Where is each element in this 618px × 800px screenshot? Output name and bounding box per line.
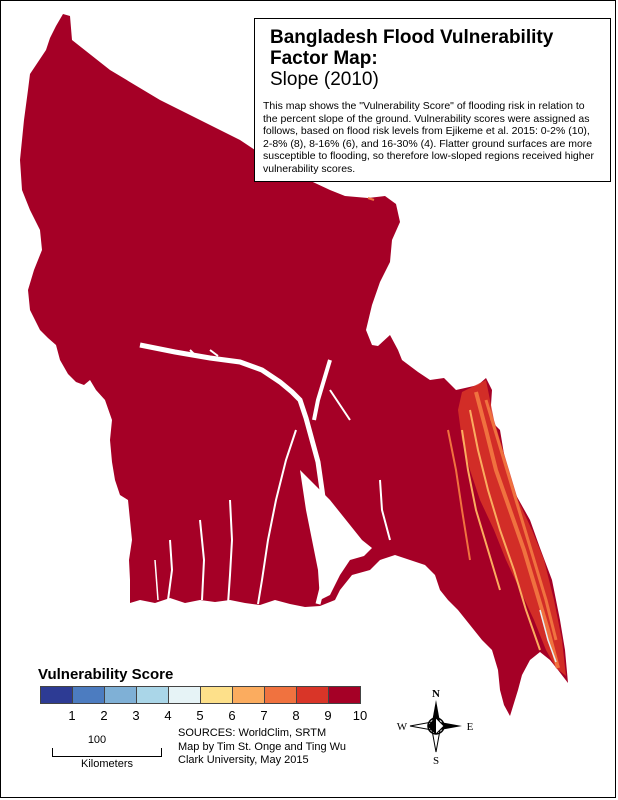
- legend-swatch-4: [136, 686, 169, 704]
- map-description: This map shows the "Vulnerability Score"…: [263, 100, 594, 175]
- legend-label-6: 6: [228, 708, 236, 723]
- scale-unit: Kilometers: [81, 758, 133, 770]
- compass-e: E: [467, 721, 474, 733]
- credit-institution: Clark University, May 2015: [178, 754, 309, 766]
- scale-bar: 100 Kilometers: [52, 734, 162, 770]
- river-branch-1: [257, 429, 297, 605]
- ridge-4: [461, 429, 501, 591]
- legend-swatch-2: [72, 686, 105, 704]
- credits: SOURCES: WorldClim, SRTM Map by Tim St. …: [178, 727, 346, 768]
- legend-swatch-6: [200, 686, 233, 704]
- legend-swatch-9: [296, 686, 329, 704]
- legend-label-4: 4: [164, 708, 172, 723]
- legend-label-7: 7: [260, 708, 268, 723]
- map-title: Bangladesh Flood Vulnerability Factor Ma…: [270, 27, 554, 69]
- river-estuary: [300, 470, 372, 600]
- scale-line: [52, 748, 162, 757]
- legend-swatch-3: [104, 686, 137, 704]
- compass-s: S: [433, 755, 439, 766]
- legend-swatch-1: [40, 686, 73, 704]
- river-branch-2: [227, 499, 234, 605]
- legend-label-8: 8: [292, 708, 300, 723]
- legend-label-3: 3: [132, 708, 140, 723]
- river-branch-3: [199, 519, 206, 601]
- legend-label-1: 1: [68, 708, 76, 723]
- compass-w: W: [397, 721, 408, 733]
- river-meghna: [312, 359, 332, 421]
- legend-swatch-7: [232, 686, 265, 704]
- credit-sources: SOURCES: WorldClim, SRTM: [178, 727, 327, 739]
- ridge-6: [447, 429, 471, 561]
- legend-swatch-10: [328, 686, 361, 704]
- river-upper: [189, 349, 351, 421]
- compass-n: N: [432, 688, 440, 700]
- legend-label-2: 2: [100, 708, 108, 723]
- river-branch-5: [154, 559, 159, 601]
- river-branch-4: [167, 539, 174, 601]
- title-box: Bangladesh Flood Vulnerability Factor Ma…: [254, 18, 611, 182]
- compass-rose-icon: N S E W: [397, 688, 474, 766]
- map-subtitle: Slope (2010): [270, 69, 379, 90]
- river-branch-6: [379, 479, 391, 541]
- legend-swatch-5: [168, 686, 201, 704]
- legend-swatch-8: [264, 686, 297, 704]
- legend-title: Vulnerability Score: [38, 666, 174, 683]
- scale-value: 100: [87, 734, 107, 746]
- legend-color-bar: [40, 686, 361, 704]
- ridge-3: [484, 399, 558, 641]
- legend-label-5: 5: [196, 708, 204, 723]
- legend-labels: 1 2 3 4 5 6 7 8 9 10: [40, 708, 370, 724]
- ridge-small-north: [367, 197, 375, 201]
- ridge-5: [539, 609, 557, 663]
- credit-authors: Map by Tim St. Onge and Ting Wu: [178, 740, 346, 753]
- country-bangladesh: [20, 14, 568, 716]
- legend-label-10: 10: [352, 708, 368, 723]
- legend-label-9: 9: [324, 708, 332, 723]
- ridge-2: [469, 409, 541, 651]
- ridge-1: [474, 391, 560, 669]
